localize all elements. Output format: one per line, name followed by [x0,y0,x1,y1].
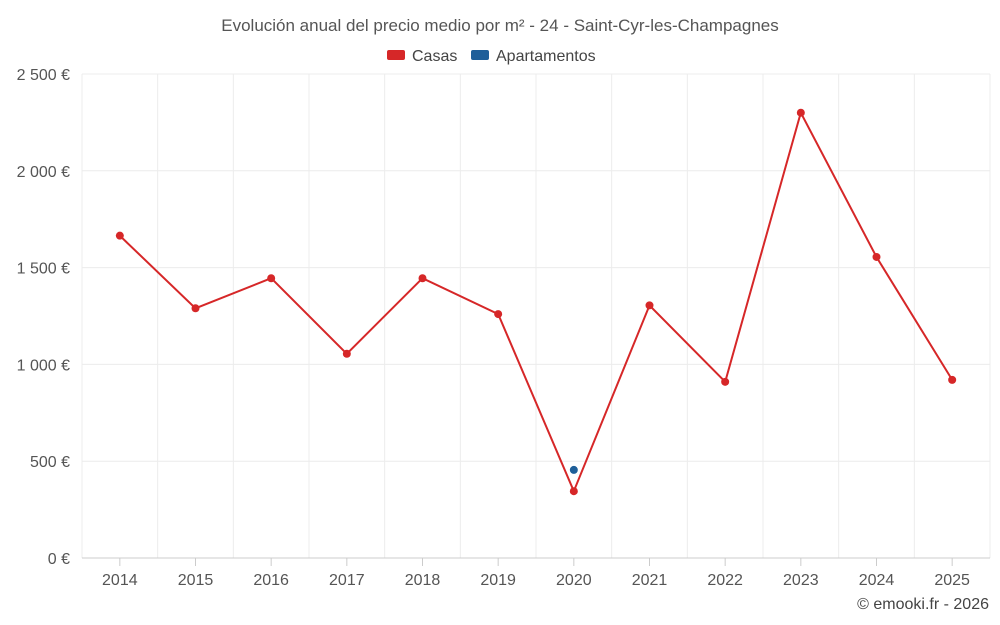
legend-item-casas[interactable]: Casas [387,48,457,65]
data-point-casas[interactable] [872,252,881,261]
x-tick-label: 2021 [632,572,668,589]
x-tick-label: 2019 [480,572,516,589]
y-tick-label: 0 € [48,551,70,568]
horizontal-gridlines [82,73,990,462]
x-tick-label: 2017 [329,572,365,589]
data-point-casas[interactable] [569,487,578,496]
legend-label-casas: Casas [412,48,457,65]
y-axis-ticks: 0 € 500 € 1 000 € 1 500 € 2 000 € 2 500 € [17,67,70,568]
data-point-casas[interactable] [948,375,957,384]
data-point-casas[interactable] [645,301,654,310]
data-point-casas[interactable] [494,310,503,319]
series-apartamentos [569,465,578,474]
data-point-casas[interactable] [796,108,805,117]
x-axis-ticks: 2014 2015 2016 2017 2018 2019 2020 2021 2022 2023… [102,558,970,589]
y-tick-label: 2 500 € [17,67,70,84]
x-tick-label: 2024 [859,572,895,589]
y-tick-label: 1 500 € [17,261,70,278]
y-tick-label: 2 000 € [17,164,70,181]
x-tick-label: 2015 [178,572,214,589]
credit-text: © emooki.fr - 2026 [857,596,989,613]
legend-item-apartamentos[interactable]: Apartamentos [471,48,596,65]
x-tick-label: 2023 [783,572,819,589]
vertical-gridlines [81,74,991,558]
x-tick-label: 2022 [707,572,743,589]
series-line-casas [119,110,954,494]
x-tick-label: 2016 [253,572,289,589]
data-point-casas[interactable] [342,349,351,358]
data-point-casas[interactable] [267,274,276,283]
data-point-casas[interactable] [191,304,200,313]
x-tick-label: 2018 [405,572,441,589]
x-tick-label: 2014 [102,572,138,589]
x-tick-label: 2020 [556,572,592,589]
y-tick-label: 1 000 € [17,357,70,374]
chart-title: Evolución anual del precio medio por m² … [221,16,778,35]
y-tick-label: 500 € [30,454,70,471]
legend-label-apartamentos: Apartamentos [496,48,596,65]
series-casas [115,108,957,496]
x-tick-label: 2025 [934,572,970,589]
series-layer [115,108,957,496]
data-point-casas[interactable] [418,274,427,283]
data-point-apartamentos[interactable] [569,465,578,474]
legend[interactable]: Casas Apartamentos [387,48,596,65]
data-point-casas[interactable] [115,231,124,240]
data-point-casas[interactable] [721,377,730,386]
legend-swatch-apartamentos [471,50,489,60]
legend-swatch-casas [387,50,405,60]
